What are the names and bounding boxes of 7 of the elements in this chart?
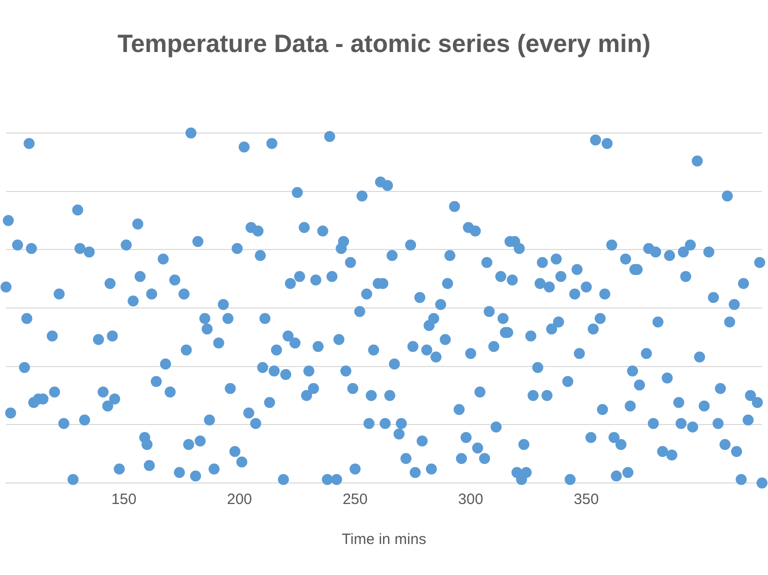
x-tick-label: 350 — [574, 491, 599, 508]
x-tick-label: 150 — [111, 491, 136, 508]
x-tick-label: 300 — [458, 491, 484, 508]
x-tick-label: 200 — [226, 491, 252, 508]
chart-title: Temperature Data - atomic series (every min) — [117, 30, 651, 58]
x-tick-label: 250 — [342, 491, 368, 508]
x-axis-title: Time in mins — [342, 531, 426, 548]
